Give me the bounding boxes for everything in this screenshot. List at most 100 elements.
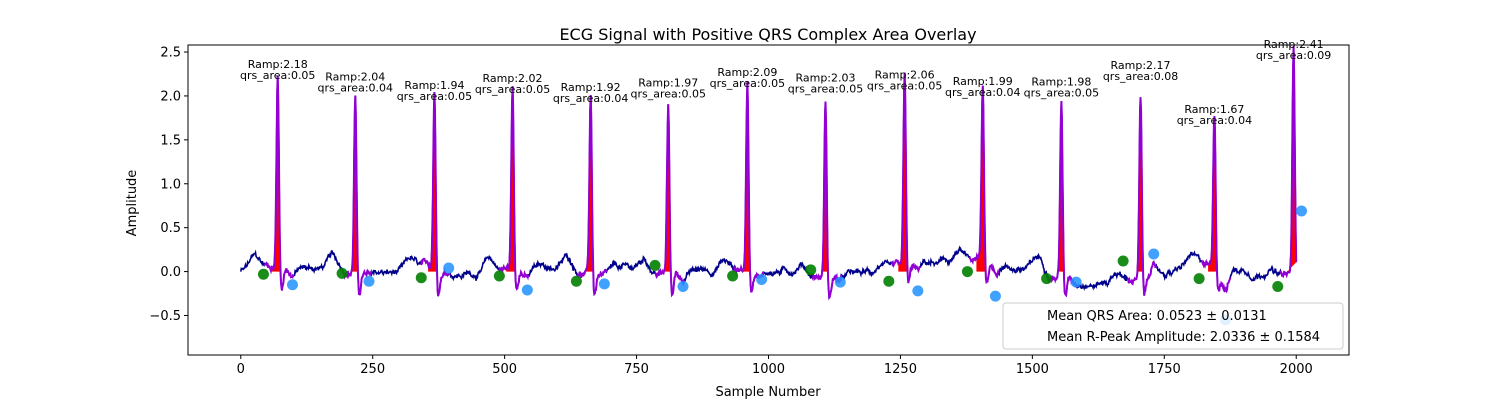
qrs-area-annotation: qrs_area:0.08 (1103, 70, 1178, 83)
q-point-marker (649, 259, 661, 271)
q-point-marker (961, 266, 973, 278)
legend-box (1002, 302, 1344, 350)
qrs-area-annotation: qrs_area:0.04 (318, 81, 393, 94)
s-point-marker (912, 285, 924, 297)
qrs-area-annotation: qrs_area:0.05 (867, 80, 942, 93)
x-tick: 500 (492, 355, 517, 377)
x-tick-label: 1500 (1016, 362, 1049, 377)
qrs-segment-line (1200, 116, 1232, 294)
y-tick-label: −0.5 (149, 309, 181, 324)
s-point-marker (521, 284, 533, 296)
ramp-annotation: Ramp:2.17 (1111, 59, 1171, 72)
qrs-segment-line (1279, 45, 1298, 279)
q-point-marker (1272, 281, 1284, 293)
qrs-segment-line (1126, 97, 1158, 296)
s-point-marker (1148, 248, 1160, 260)
q-point-marker (727, 270, 739, 282)
q-point-marker (883, 275, 895, 287)
x-tick-label: 2000 (1280, 362, 1313, 377)
q-point-marker (1117, 255, 1129, 267)
qrs-segment-line (654, 104, 685, 298)
x-tick-label: 1750 (1148, 362, 1181, 377)
y-tick-label: 2.0 (160, 89, 181, 104)
x-tick: 1750 (1148, 355, 1181, 377)
s-point-marker (598, 278, 610, 290)
s-point-marker (1296, 205, 1308, 217)
ecg-signal-line (240, 45, 1297, 300)
y-tick-label: 2.5 (160, 46, 181, 61)
ramp-annotation: Ramp:2.03 (795, 71, 855, 84)
qrs-area-annotation: qrs_area:0.05 (630, 88, 705, 101)
y-tick-label: 0.0 (160, 265, 181, 280)
x-tick: 1000 (752, 355, 785, 377)
ramp-annotation: Ramp:2.02 (483, 72, 543, 85)
q-point-marker (1041, 273, 1053, 285)
s-point-marker (1070, 276, 1082, 288)
chart-title: ECG Signal with Positive QRS Complex Are… (559, 25, 976, 44)
qrs-area-annotation: qrs_area:0.05 (397, 90, 472, 103)
ramp-annotation: Ramp:1.99 (953, 75, 1013, 88)
qrs-area-annotation: qrs_area:0.05 (788, 82, 863, 95)
x-tick: 0 (237, 355, 245, 377)
qrs-segment-line (420, 91, 451, 297)
s-point-marker (989, 290, 1001, 302)
qrs-segment-line (498, 86, 530, 291)
ramp-annotation: Ramp:1.94 (404, 79, 464, 92)
qrs-area-annotation: qrs_area:0.09 (1256, 49, 1331, 62)
ramp-annotation: Ramp:1.67 (1184, 103, 1244, 116)
x-tick: 1500 (1016, 355, 1049, 377)
q-point-marker (336, 267, 348, 279)
q-point-marker (257, 268, 269, 280)
q-point-marker (493, 270, 505, 282)
qrs-segment-line (576, 95, 608, 297)
x-tick: 2000 (1280, 355, 1313, 377)
qrs-area-annotation: qrs_area:0.05 (475, 83, 550, 96)
legend-mean-r-peak-amplitude: Mean R-Peak Amplitude: 2.0336 ± 0.1584 (1047, 330, 1320, 345)
y-tick-label: 1.5 (160, 133, 181, 148)
ramp-annotation: Ramp:2.09 (717, 66, 777, 79)
qrs-area-annotation: qrs_area:0.05 (1024, 87, 1099, 100)
y-tick: −0.5 (149, 309, 188, 324)
legend: Mean QRS Area: 0.0523 ± 0.0131 Mean R-Pe… (1002, 302, 1344, 350)
s-point-marker (286, 279, 298, 291)
y-tick: 1.5 (160, 133, 188, 148)
qrs-segment-line (811, 101, 843, 301)
y-axis-label: Amplitude (125, 170, 140, 237)
s-point-marker (443, 262, 455, 274)
qrs-area-annotation: qrs_area:0.04 (553, 92, 628, 105)
qrs-segment-line (890, 72, 921, 284)
x-tick-label: 750 (624, 362, 649, 377)
legend-mean-qrs-area: Mean QRS Area: 0.0523 ± 0.0131 (1047, 309, 1267, 324)
qrs-area-annotation: qrs_area:0.05 (240, 69, 315, 82)
y-tick: 2.0 (160, 89, 188, 104)
qrs-area-annotation: qrs_area:0.04 (945, 86, 1020, 99)
ramp-annotation: Ramp:1.97 (638, 77, 698, 90)
y-tick-label: 1.0 (160, 177, 181, 192)
y-tick: 0.0 (160, 265, 188, 280)
x-tick-label: 0 (237, 362, 245, 377)
x-tick-label: 1000 (752, 362, 785, 377)
ramp-annotation: Ramp:2.04 (325, 70, 385, 83)
s-point-marker (756, 273, 768, 285)
q-point-marker (570, 275, 582, 287)
ramp-annotation: Ramp:1.92 (561, 81, 621, 94)
s-point-marker (363, 275, 375, 287)
x-tick: 250 (360, 355, 385, 377)
ramp-annotation: Ramp:2.41 (1264, 38, 1324, 51)
s-point-marker (677, 281, 689, 293)
x-tick-label: 250 (360, 362, 385, 377)
q-point-marker (1193, 273, 1205, 285)
ramp-annotation: Ramp:1.98 (1031, 76, 1091, 89)
qrs-area-annotation: qrs_area:0.04 (1177, 114, 1252, 127)
x-tick: 750 (624, 355, 649, 377)
q-point-marker (805, 264, 817, 276)
x-axis-label: Sample Number (715, 385, 821, 400)
y-tick: 1.0 (160, 177, 188, 192)
y-axis-ticks: −0.5 0.0 0.5 1.0 1.5 2.0 2.5 (149, 46, 188, 324)
s-point-marker (834, 276, 846, 288)
y-tick: 2.5 (160, 46, 188, 61)
ramp-annotation: Ramp:2.18 (248, 58, 308, 71)
x-axis-ticks: 0 250 500 750 1000 1250 1500 1750 2000 (237, 355, 1313, 377)
